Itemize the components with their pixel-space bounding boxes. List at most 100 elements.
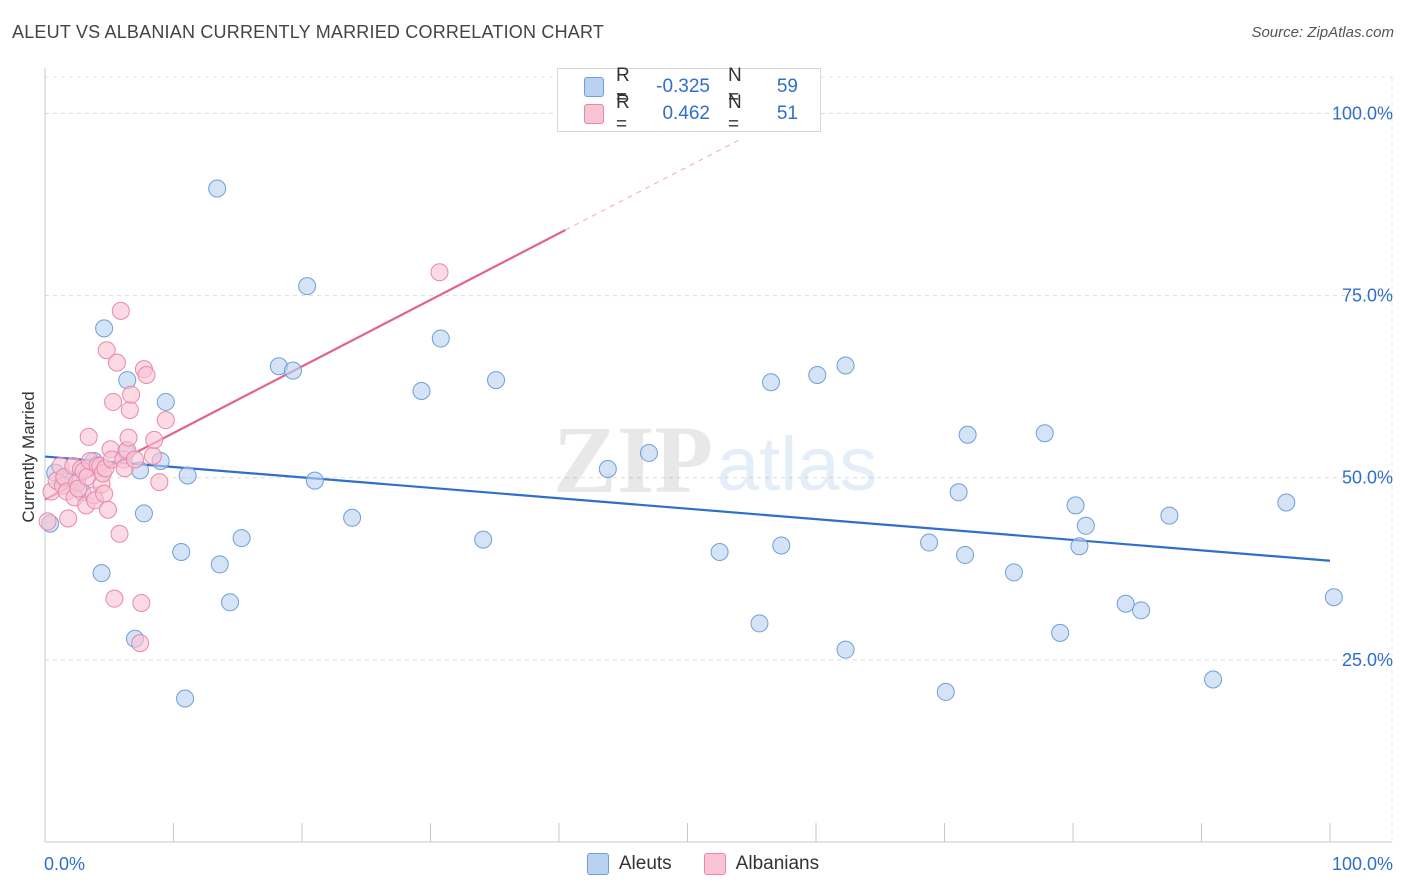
aleut-point [949,483,968,502]
r-value: 0.462 [662,103,710,124]
albanian-point [38,512,57,531]
r-label: R = [616,65,630,108]
n-value: 59 [776,76,798,97]
aleut-point [343,508,362,527]
albanian-point [137,365,156,384]
n-label: N = [728,92,742,135]
albanian-point [143,446,162,465]
albanian-point [98,500,117,519]
series-legend: Aleuts Albanians [0,852,1406,876]
n-label: N = [728,65,742,108]
aleut-point [920,533,939,552]
albanian-point [120,400,139,419]
x-tick-label-right: 100.0% [1332,854,1393,874]
r-label: R = [616,92,630,135]
albanian-point [430,263,449,282]
aleut-point [1160,506,1179,525]
aleut-point [134,504,153,523]
aleut-point [762,373,781,392]
aleuts-swatch [584,77,604,97]
aleut-point [1132,601,1151,620]
watermark: ZIP atlas [553,406,878,513]
legend-row-albanians: R = 0.462 N = 51 [584,92,798,135]
y-tick-label: 25.0% [1342,650,1393,670]
albanian-point [104,392,123,411]
aleut-point [936,682,955,701]
aleut-point [431,329,450,348]
axis-labels: 25.0% 50.0% 75.0% 100.0% 0.0% 100.0% Currently… [19,103,1393,874]
n-value: 51 [776,103,798,124]
y-axis-label: Currently Married [19,391,38,522]
aleut-point [750,614,769,633]
legend-item-albanians[interactable]: Albanians [703,853,820,875]
aleut-point [1116,594,1135,613]
aleut-point [474,530,493,549]
albanian-point [122,385,141,404]
aleut-point [1035,424,1054,443]
aleut-point [598,459,617,478]
watermark-atlas: atlas [717,422,878,507]
aleuts-legend-swatch [586,853,609,875]
aleut-point [836,356,855,375]
aleut-point [1004,563,1023,582]
albanian-point [95,484,114,503]
albanian-point [107,353,126,372]
albanian-point [79,427,98,446]
albanian-point [150,473,169,492]
y-tick-label: 100.0% [1332,103,1393,123]
aleut-point [1076,516,1095,535]
albanian-point [59,509,78,528]
albanians-swatch [584,104,604,124]
aleut-point [176,689,195,708]
albanians-legend-label: Albanians [735,853,820,874]
legend-row-aleuts: R = -0.325 N = 59 [584,65,798,108]
aleut-point [639,443,658,462]
aleut-point [772,536,791,555]
aleut-point [956,545,975,564]
aleut-point [1051,623,1070,642]
watermark-zip: ZIP [553,406,713,513]
albanians-trend-extension [565,139,740,231]
aleut-point [210,555,229,574]
albanian-point [111,301,130,320]
aleuts-trend-line [44,455,1331,562]
albanian-point [110,524,129,543]
y-tick-label: 50.0% [1342,468,1393,488]
aleut-point [156,392,175,411]
albanian-point [131,634,150,653]
aleuts-legend-label: Aleuts [618,853,672,874]
aleut-point [1204,670,1223,689]
aleut-point [95,319,114,338]
y-tick-label: 75.0% [1342,286,1393,306]
aleut-point [92,564,111,583]
aleut-point [836,640,855,659]
aleut-point [958,425,977,444]
data-points [38,179,1343,708]
aleut-point [487,371,506,390]
legend-item-aleuts[interactable]: Aleuts [586,853,672,875]
aleut-point [232,529,251,548]
albanian-point [156,411,175,430]
albanian-point [119,428,138,447]
albanian-point [105,589,124,608]
aleut-point [178,466,197,485]
albanian-point [125,450,144,469]
axes [44,68,1392,843]
aleut-point [808,365,827,384]
chart-title: ALEUT VS ALBANIAN CURRENTLY MARRIED CORR… [12,22,605,42]
aleut-point [221,593,240,612]
aleut-point [305,471,324,490]
aleut-point [1066,496,1085,515]
aleut-point [1324,588,1343,607]
aleut-point [710,543,729,562]
aleut-point [284,361,303,380]
x-tick-label-left: 0.0% [44,854,85,874]
aleut-point [412,382,431,401]
r-value: -0.325 [656,76,710,97]
aleut-point [1070,537,1089,556]
aleut-point [208,179,227,198]
albanian-point [145,430,164,449]
albanian-point [97,341,116,360]
aleut-point [298,277,317,296]
